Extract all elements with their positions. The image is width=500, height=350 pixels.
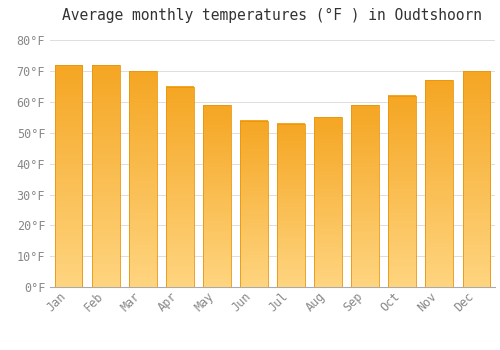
Bar [54, 65, 82, 287]
Title: Average monthly temperatures (°F ) in Oudtshoorn: Average monthly temperatures (°F ) in Ou… [62, 8, 482, 23]
Bar [129, 71, 156, 287]
Bar [352, 105, 379, 287]
Bar [314, 117, 342, 287]
Bar [240, 120, 268, 287]
Bar [277, 124, 305, 287]
Bar [203, 105, 231, 287]
Bar [462, 71, 490, 287]
Bar [166, 86, 194, 287]
Bar [92, 65, 120, 287]
Bar [388, 96, 416, 287]
Bar [426, 80, 454, 287]
